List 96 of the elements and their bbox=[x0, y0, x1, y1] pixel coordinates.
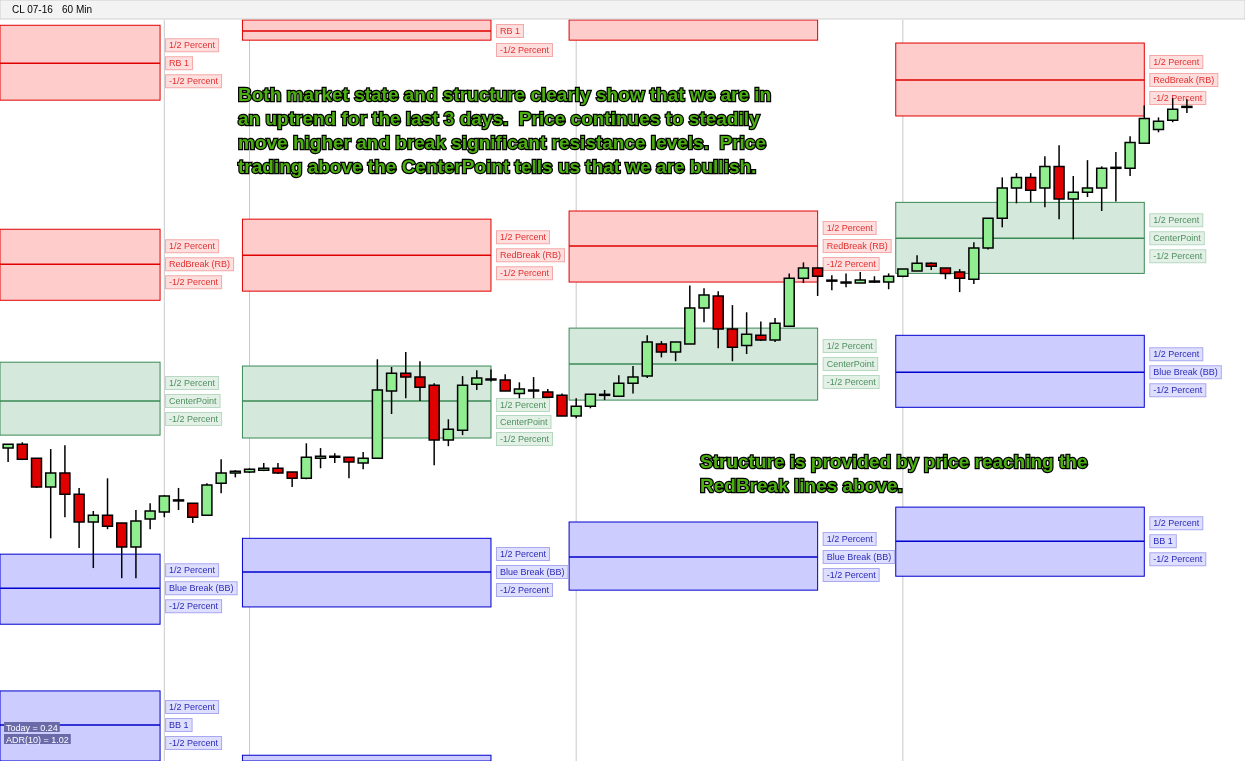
candlestick bbox=[527, 376, 540, 399]
annotation: -1/2 Percent bbox=[1153, 251, 1203, 262]
annotation: 1/2 Percent bbox=[1153, 215, 1200, 226]
annotation: 1/2 Percent bbox=[169, 565, 216, 576]
annotation: Both market state and structure clearly show that we are in an uptrend for the last 3 days. Price continues to steadily move higher and break significant resistance levels. Price trading above the CenterPoint tells us that we are bullish. bbox=[238, 83, 777, 177]
text: -1/2 Percent bbox=[499, 45, 550, 56]
text: 1/2 Percent bbox=[169, 702, 216, 713]
text: RB 1 bbox=[169, 58, 190, 69]
candlestick bbox=[172, 487, 185, 511]
candlestick bbox=[698, 287, 710, 324]
annotation: RedBreak (RB) bbox=[169, 259, 231, 270]
text: RedBreak (RB) bbox=[1153, 74, 1215, 85]
text: -1/2 Percent bbox=[169, 76, 219, 87]
annotation: CenterPoint bbox=[1153, 233, 1202, 244]
annotation: -1/2 Percent bbox=[169, 277, 219, 288]
candlestick bbox=[1024, 172, 1037, 204]
text: 1/2 Percent bbox=[169, 40, 216, 51]
candlestick bbox=[300, 442, 313, 481]
candlestick bbox=[44, 448, 57, 540]
candlestick bbox=[726, 304, 739, 362]
annotation: 1/2 Percent bbox=[169, 378, 216, 389]
annotation: -1/2 Percent bbox=[1153, 554, 1203, 565]
candlestick bbox=[2, 443, 14, 463]
candlestick bbox=[485, 368, 497, 383]
annotation: 1/2 Percent bbox=[826, 223, 874, 234]
candlestick bbox=[101, 477, 114, 530]
annotation: -1/2 Percent bbox=[826, 570, 877, 581]
annotation: 1/2 Percent bbox=[1153, 349, 1200, 360]
annotation: CenterPoint bbox=[169, 396, 218, 407]
annotation: CenterPoint bbox=[499, 417, 549, 428]
candlestick bbox=[158, 494, 171, 518]
text: 1/2 Percent bbox=[1153, 56, 1200, 67]
candlestick bbox=[1067, 175, 1079, 241]
annotation: 1/2 Percent bbox=[499, 548, 547, 559]
candlestick bbox=[414, 360, 426, 402]
text: -1/2 Percent bbox=[499, 584, 550, 595]
annotation: 1/2 Percent bbox=[826, 534, 874, 545]
annotation: RedBreak (RB) bbox=[826, 241, 888, 252]
annotation: 1/2 Percent bbox=[169, 241, 216, 252]
candlestick bbox=[1095, 165, 1108, 212]
annotation: -1/2 Percent bbox=[826, 377, 877, 388]
candlestick bbox=[385, 366, 398, 415]
text: RB 1 bbox=[499, 26, 520, 37]
candlestick bbox=[556, 392, 568, 417]
text: -1/2 Percent bbox=[169, 601, 219, 612]
candlestick bbox=[769, 317, 781, 343]
annotation: -1/2 Percent bbox=[1153, 385, 1203, 396]
chart-title: CL 07-16 bbox=[12, 3, 54, 15]
candlestick bbox=[59, 444, 71, 518]
annotation: BB 1 bbox=[1153, 536, 1173, 547]
candlestick bbox=[400, 351, 412, 399]
candlestick bbox=[740, 311, 753, 355]
annotation: CenterPoint bbox=[826, 359, 875, 370]
annotation: -1/2 Percent bbox=[169, 414, 219, 425]
annotation: 1/2 Percent bbox=[499, 232, 547, 243]
annotation: -1/2 Percent bbox=[499, 434, 550, 445]
candlestick bbox=[144, 502, 156, 530]
candlestick bbox=[826, 274, 838, 291]
candlestick bbox=[1010, 172, 1023, 205]
annotation: 1/2 Percent bbox=[826, 341, 874, 352]
candlestick bbox=[87, 510, 100, 569]
candlestick bbox=[215, 458, 227, 494]
annotation: -1/2 Percent bbox=[1153, 92, 1203, 103]
candlestick bbox=[1039, 155, 1051, 208]
candlestick bbox=[187, 502, 199, 524]
candlestick bbox=[442, 418, 455, 447]
annotation: Blue Break (BB) bbox=[1153, 367, 1218, 378]
chart-subtitle: 60 Min bbox=[62, 3, 93, 15]
annotation: 1/2 Percent bbox=[499, 400, 547, 411]
annotation: -1/2 Percent bbox=[499, 268, 550, 279]
annotation: 1/2 Percent bbox=[1153, 518, 1200, 529]
annotation: RedBreak (RB) bbox=[499, 250, 562, 261]
text: -1/2 Percent bbox=[169, 738, 219, 749]
annotation: -1/2 Percent bbox=[826, 259, 877, 270]
candlestick bbox=[570, 397, 582, 420]
candlestick bbox=[116, 522, 128, 579]
annotation: Structure is provided by price reaching the RedBreak lines above. bbox=[700, 450, 1093, 496]
candlestick bbox=[329, 452, 341, 464]
candlestick bbox=[314, 447, 327, 469]
candlestick bbox=[797, 261, 810, 284]
text: ADR(10) = 1.02 bbox=[6, 734, 69, 745]
candlestick bbox=[811, 266, 824, 297]
candlestick bbox=[840, 272, 852, 289]
annotation: Blue Break (BB) bbox=[826, 552, 892, 563]
text: Blue Break (BB) bbox=[169, 583, 234, 594]
candlestick bbox=[343, 456, 355, 480]
candlestick bbox=[669, 341, 682, 362]
candlestick bbox=[613, 374, 625, 398]
candlestick bbox=[953, 268, 966, 293]
annotation: Blue Break (BB) bbox=[499, 566, 565, 577]
candlestick bbox=[471, 369, 483, 391]
candlestick bbox=[1110, 151, 1122, 203]
text: BB 1 bbox=[169, 720, 189, 731]
text: Today = 0.24 bbox=[6, 722, 58, 733]
candlestick bbox=[627, 365, 639, 395]
candlestick bbox=[1081, 159, 1094, 198]
